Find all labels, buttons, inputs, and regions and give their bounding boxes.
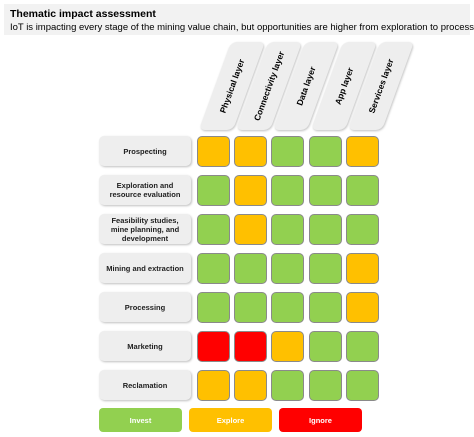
rating-cell-invest	[271, 175, 304, 206]
rating-cell-invest	[346, 175, 379, 206]
legend-label: Invest	[129, 415, 152, 425]
column-header-label: Physical layer	[217, 57, 247, 115]
rating-cell-ignore	[197, 331, 230, 362]
row-label-text: Mining and extraction	[106, 263, 184, 273]
column-header-label: App layer	[332, 66, 356, 106]
rating-cell-invest	[271, 253, 304, 284]
column-header-label: Services layer	[366, 57, 396, 115]
page-title: Thematic impact assessment	[10, 8, 156, 20]
row-label-text: Feasibility studies, mine planning, and …	[110, 215, 180, 243]
rating-cell-ignore	[234, 331, 267, 362]
legend-label: Explore	[216, 415, 245, 425]
rating-cell-invest	[197, 175, 230, 206]
legend-ignore: Ignore	[279, 408, 362, 432]
rating-cell-explore	[234, 175, 267, 206]
rating-cell-invest	[197, 214, 230, 245]
rating-cell-explore	[234, 214, 267, 245]
row-label-text: Prospecting	[123, 146, 167, 156]
row-label-prospecting: Prospecting	[99, 136, 191, 166]
rating-cell-invest	[309, 253, 342, 284]
rating-cell-invest	[309, 370, 342, 401]
row-label-mining-and-extraction: Mining and extraction	[99, 253, 191, 283]
rating-cell-explore	[234, 136, 267, 167]
rating-cell-invest	[309, 136, 342, 167]
rating-cell-invest	[197, 292, 230, 323]
page-subtitle: IoT is impacting every stage of the mini…	[10, 22, 474, 33]
rating-cell-invest	[197, 253, 230, 284]
row-label-exploration-and-resource-evaluation: Exploration and resource evaluation	[99, 175, 191, 205]
legend-label: Ignore	[309, 415, 332, 425]
column-header-label: Data layer	[294, 65, 318, 107]
rating-cell-invest	[271, 370, 304, 401]
row-label-feasibility-studies-mine-planning-and-development: Feasibility studies, mine planning, and …	[99, 214, 191, 244]
rating-cell-invest	[234, 292, 267, 323]
rating-cell-explore	[271, 331, 304, 362]
rating-cell-invest	[271, 214, 304, 245]
rating-cell-explore	[197, 136, 230, 167]
rating-cell-invest	[346, 370, 379, 401]
row-label-marketing: Marketing	[99, 331, 191, 361]
row-label-text: Processing	[124, 302, 166, 312]
row-label-text: Reclamation	[122, 380, 168, 390]
legend-explore: Explore	[189, 408, 272, 432]
rating-cell-invest	[346, 214, 379, 245]
rating-cell-explore	[197, 370, 230, 401]
rating-cell-invest	[346, 331, 379, 362]
rating-cell-invest	[309, 214, 342, 245]
rating-cell-invest	[309, 292, 342, 323]
header-banner: Thematic impact assessment IoT is impact…	[4, 4, 474, 35]
row-label-processing: Processing	[99, 292, 191, 322]
row-label-text: Marketing	[127, 341, 163, 351]
rating-cell-invest	[271, 292, 304, 323]
rating-cell-invest	[271, 136, 304, 167]
row-label-reclamation: Reclamation	[99, 370, 191, 400]
legend-invest: Invest	[99, 408, 182, 432]
rating-cell-explore	[234, 370, 267, 401]
row-label-text: Exploration and resource evaluation	[109, 181, 181, 199]
rating-cell-invest	[234, 253, 267, 284]
rating-cell-invest	[309, 175, 342, 206]
rating-cell-explore	[346, 253, 379, 284]
rating-cell-explore	[346, 136, 379, 167]
rating-cell-invest	[309, 331, 342, 362]
rating-cell-explore	[346, 292, 379, 323]
